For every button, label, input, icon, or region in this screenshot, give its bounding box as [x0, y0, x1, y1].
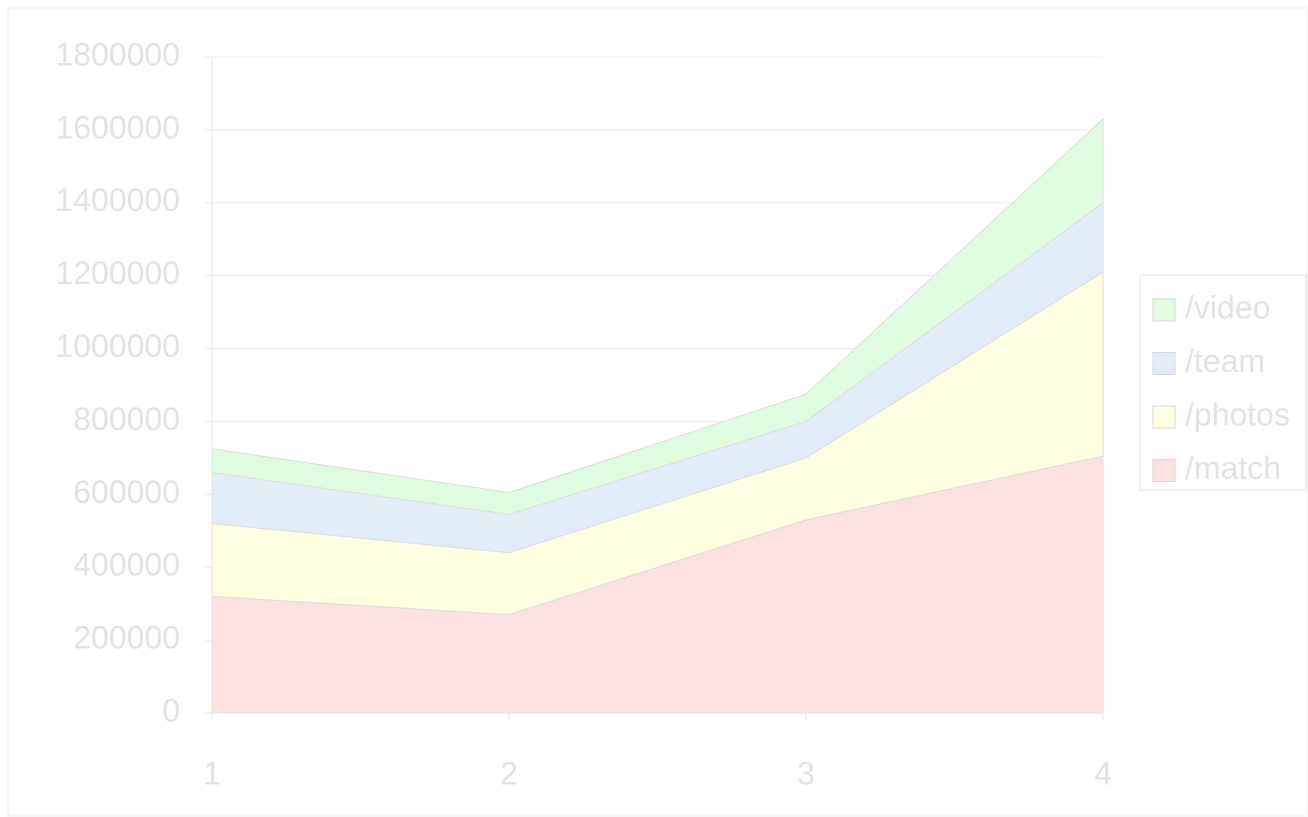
legend-swatch	[1152, 352, 1176, 375]
y-tick-label: 800000	[73, 401, 180, 437]
y-tick-label: 1600000	[55, 109, 180, 145]
area	[211, 117, 1104, 515]
legend-label: /photos	[1185, 396, 1290, 432]
legend-swatch	[1152, 405, 1176, 429]
y-tick-label: 600000	[73, 474, 180, 510]
y-tick-label: 1200000	[55, 255, 180, 291]
y-tick-label: 0	[162, 692, 180, 728]
y-tick-label: 1000000	[55, 328, 180, 364]
y-tick-label: 1400000	[55, 182, 180, 218]
y-tick-label: 400000	[73, 547, 180, 583]
x-tick-label: 1	[203, 755, 221, 791]
legend-swatch	[1152, 459, 1176, 482]
legend-label: /match	[1185, 450, 1281, 486]
y-tick-label: 1800000	[55, 36, 180, 72]
legend-label: /video	[1185, 289, 1270, 325]
legend-swatch	[1152, 298, 1176, 322]
x-tick-label: 4	[1094, 755, 1112, 791]
chart-frame	[7, 7, 1308, 817]
x-tick-label: 2	[500, 755, 518, 791]
x-tick-label: 3	[797, 755, 815, 791]
legend-label: /team	[1185, 343, 1265, 379]
y-tick-label: 200000	[73, 620, 180, 656]
